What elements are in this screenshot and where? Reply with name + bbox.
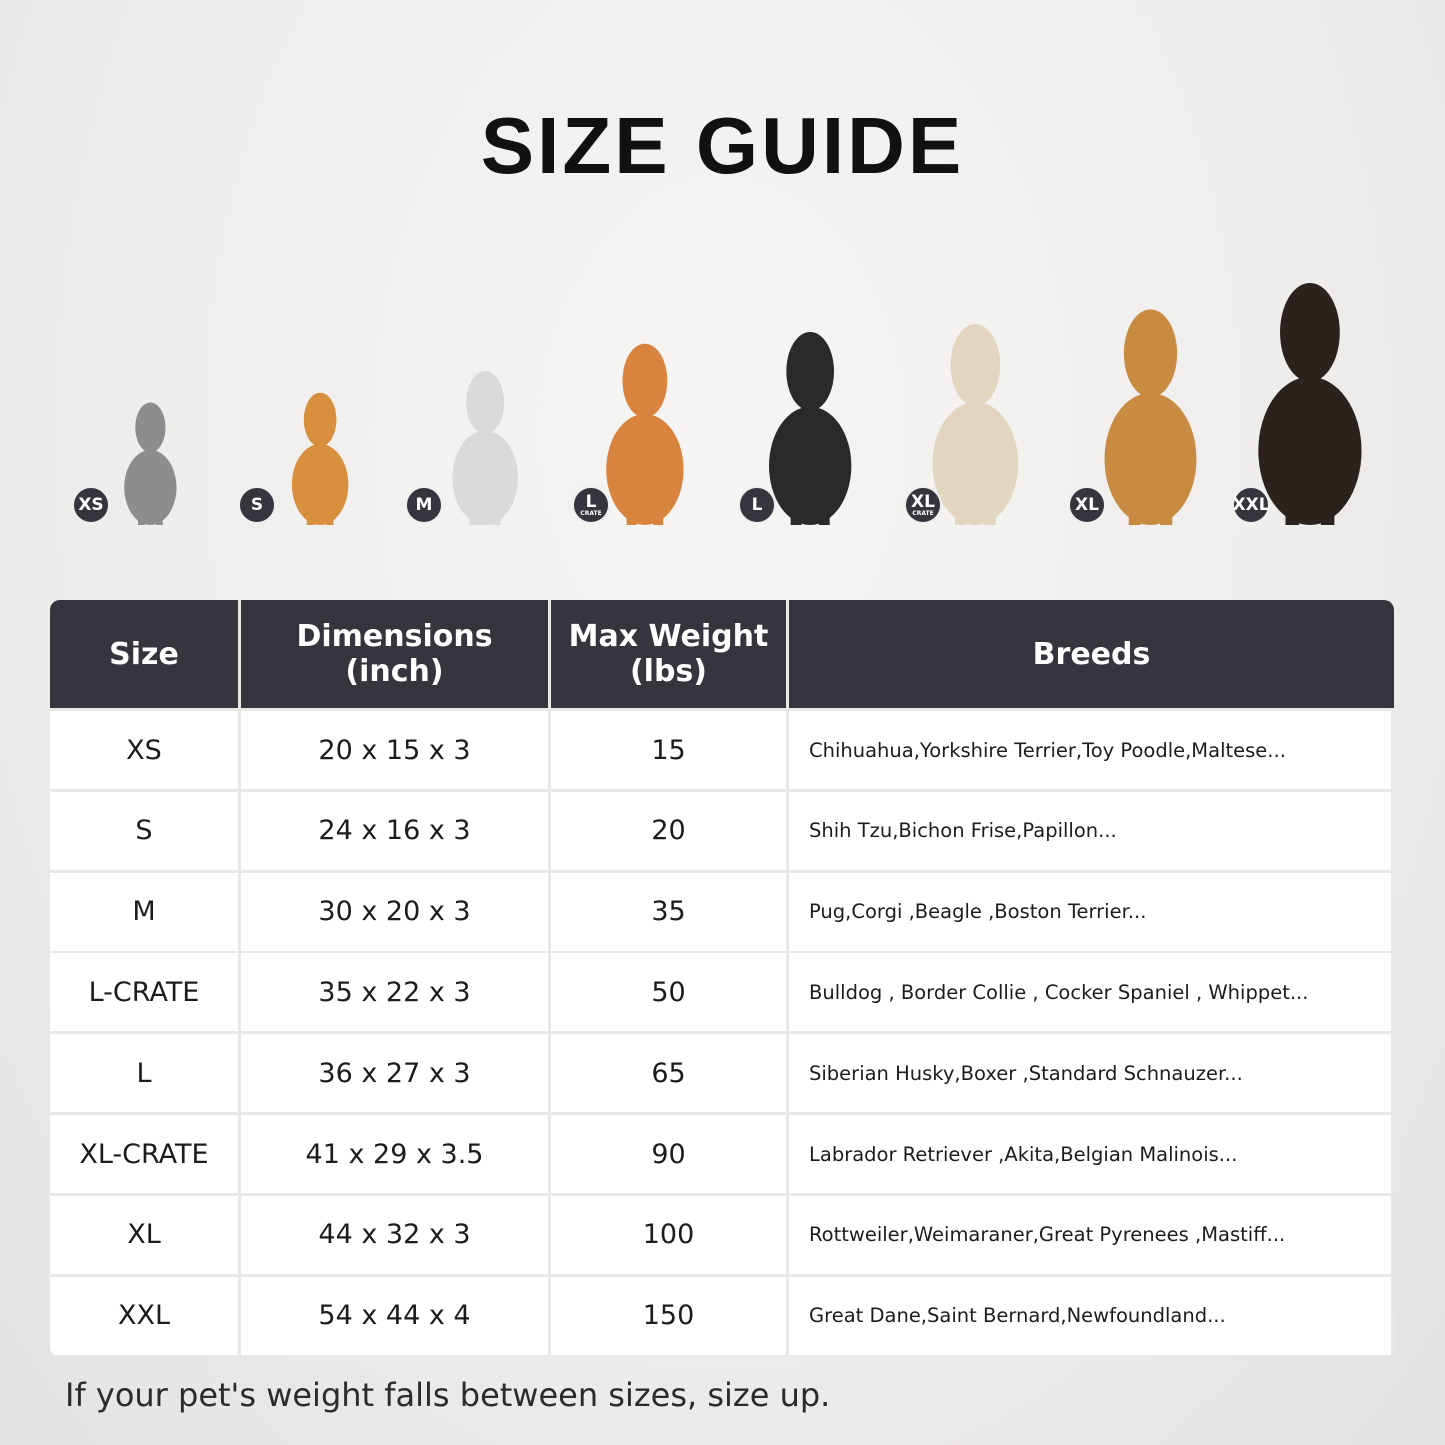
dimensions-cell: 54 x 44 x 4	[241, 1276, 548, 1355]
breeds-cell: Chihuahua,Yorkshire Terrier,Toy Poodle,M…	[789, 711, 1391, 789]
size-cell: L	[50, 1034, 238, 1113]
size-cell: XL	[50, 1195, 238, 1274]
doberman-image	[1242, 278, 1378, 525]
pet-lineup: XS S M L CRATE L XL CRATE XL XXL	[0, 260, 1445, 540]
size-table: Size Dimensions (inch) Max Weight (lbs) Bre…	[50, 600, 1394, 1357]
table-row: XXL 54 x 44 x 4 150 Great Dane,Saint Bernar…	[50, 1276, 1394, 1355]
badge-label: L	[585, 491, 597, 512]
dimensions-cell: 20 x 15 x 3	[241, 711, 548, 789]
max-weight-cell: 150	[551, 1276, 786, 1355]
dimensions-cell: 35 x 22 x 3	[241, 953, 548, 1032]
badge-label: L	[751, 494, 763, 515]
max-weight-cell: 20	[551, 791, 786, 870]
size-cell: L-CRATE	[50, 953, 238, 1032]
max-weight-cell: 35	[551, 872, 786, 951]
max-weight-cell: 90	[551, 1115, 786, 1193]
shiba-inu-image	[594, 340, 696, 525]
column-header: Breeds	[789, 600, 1394, 708]
size-cell: XXL	[50, 1276, 238, 1355]
golden-retriever-image	[1090, 305, 1211, 525]
breeds-cell: Shih Tzu,Bichon Frise,Papillon...	[789, 791, 1391, 870]
breeds-cell: Siberian Husky,Boxer ,Standard Schnauzer…	[789, 1034, 1391, 1113]
table-header: Size Dimensions (inch) Max Weight (lbs) Bre…	[50, 600, 1394, 708]
french-bulldog-image	[442, 368, 528, 525]
table-row: L-CRATE 35 x 22 x 3 50 Bulldog , Border Col…	[50, 953, 1394, 1032]
badge-label: S	[250, 494, 264, 515]
size-badge: XS	[72, 486, 110, 524]
badge-label: XS	[78, 494, 104, 515]
badge-label: XXL	[1232, 494, 1270, 515]
breeds-cell: Great Dane,Saint Bernard,Newfoundland...	[789, 1276, 1391, 1355]
table-row: M 30 x 20 x 3 35 Pug,Corgi ,Beagle ,Boston …	[50, 872, 1394, 951]
column-header: Max Weight (lbs)	[551, 600, 786, 708]
size-badge: M	[405, 486, 443, 524]
badge-sublabel: CRATE	[580, 509, 602, 517]
column-header: Size	[50, 600, 238, 708]
size-cell: XS	[50, 711, 238, 789]
badge-label: XL	[911, 491, 935, 512]
table-row: XL-CRATE 41 x 29 x 3.5 90 Labrador Retrieve…	[50, 1115, 1394, 1193]
badge-label: M	[415, 494, 433, 515]
badge-sublabel: CRATE	[912, 509, 934, 517]
table-row: L 36 x 27 x 3 65 Siberian Husky,Boxer ,Stan…	[50, 1034, 1394, 1113]
sizing-note: If your pet's weight falls between sizes…	[65, 1376, 831, 1414]
pomeranian-image	[283, 390, 357, 525]
breeds-cell: Pug,Corgi ,Beagle ,Boston Terrier...	[789, 872, 1391, 951]
size-badge: XXL	[1232, 486, 1270, 524]
breeds-cell: Labrador Retriever ,Akita,Belgian Malino…	[789, 1115, 1391, 1193]
dimensions-cell: 36 x 27 x 3	[241, 1034, 548, 1113]
size-badge: XL CRATE	[904, 486, 942, 524]
dimensions-cell: 24 x 16 x 3	[241, 791, 548, 870]
dimensions-cell: 30 x 20 x 3	[241, 872, 548, 951]
table-row: XL 44 x 32 x 3 100 Rottweiler,Weimaraner,Gr…	[50, 1195, 1394, 1274]
max-weight-cell: 15	[551, 711, 786, 789]
table-row: XS 20 x 15 x 3 15 Chihuahua,Yorkshire Terri…	[50, 711, 1394, 789]
labrador-image	[919, 320, 1032, 525]
size-badge: L	[738, 486, 776, 524]
column-header: Dimensions (inch)	[241, 600, 548, 708]
max-weight-cell: 50	[551, 953, 786, 1032]
breeds-cell: Bulldog , Border Collie , Cocker Spaniel…	[789, 953, 1391, 1032]
size-badge: L CRATE	[572, 486, 610, 524]
max-weight-cell: 65	[551, 1034, 786, 1113]
size-badge: S	[238, 486, 276, 524]
size-cell: XL-CRATE	[50, 1115, 238, 1193]
breeds-cell: Rottweiler,Weimaraner,Great Pyrenees ,Ma…	[789, 1195, 1391, 1274]
size-badge: XL	[1068, 486, 1106, 524]
size-cell: M	[50, 872, 238, 951]
page-title: SIZE GUIDE	[480, 101, 965, 190]
dimensions-cell: 44 x 32 x 3	[241, 1195, 548, 1274]
badge-label: XL	[1075, 494, 1099, 515]
dimensions-cell: 41 x 29 x 3.5	[241, 1115, 548, 1193]
cat-image	[116, 400, 185, 525]
size-cell: S	[50, 791, 238, 870]
border-collie-image	[756, 328, 864, 525]
max-weight-cell: 100	[551, 1195, 786, 1274]
table-row: S 24 x 16 x 3 20 Shih Tzu,Bichon Frise,Papi…	[50, 791, 1394, 870]
